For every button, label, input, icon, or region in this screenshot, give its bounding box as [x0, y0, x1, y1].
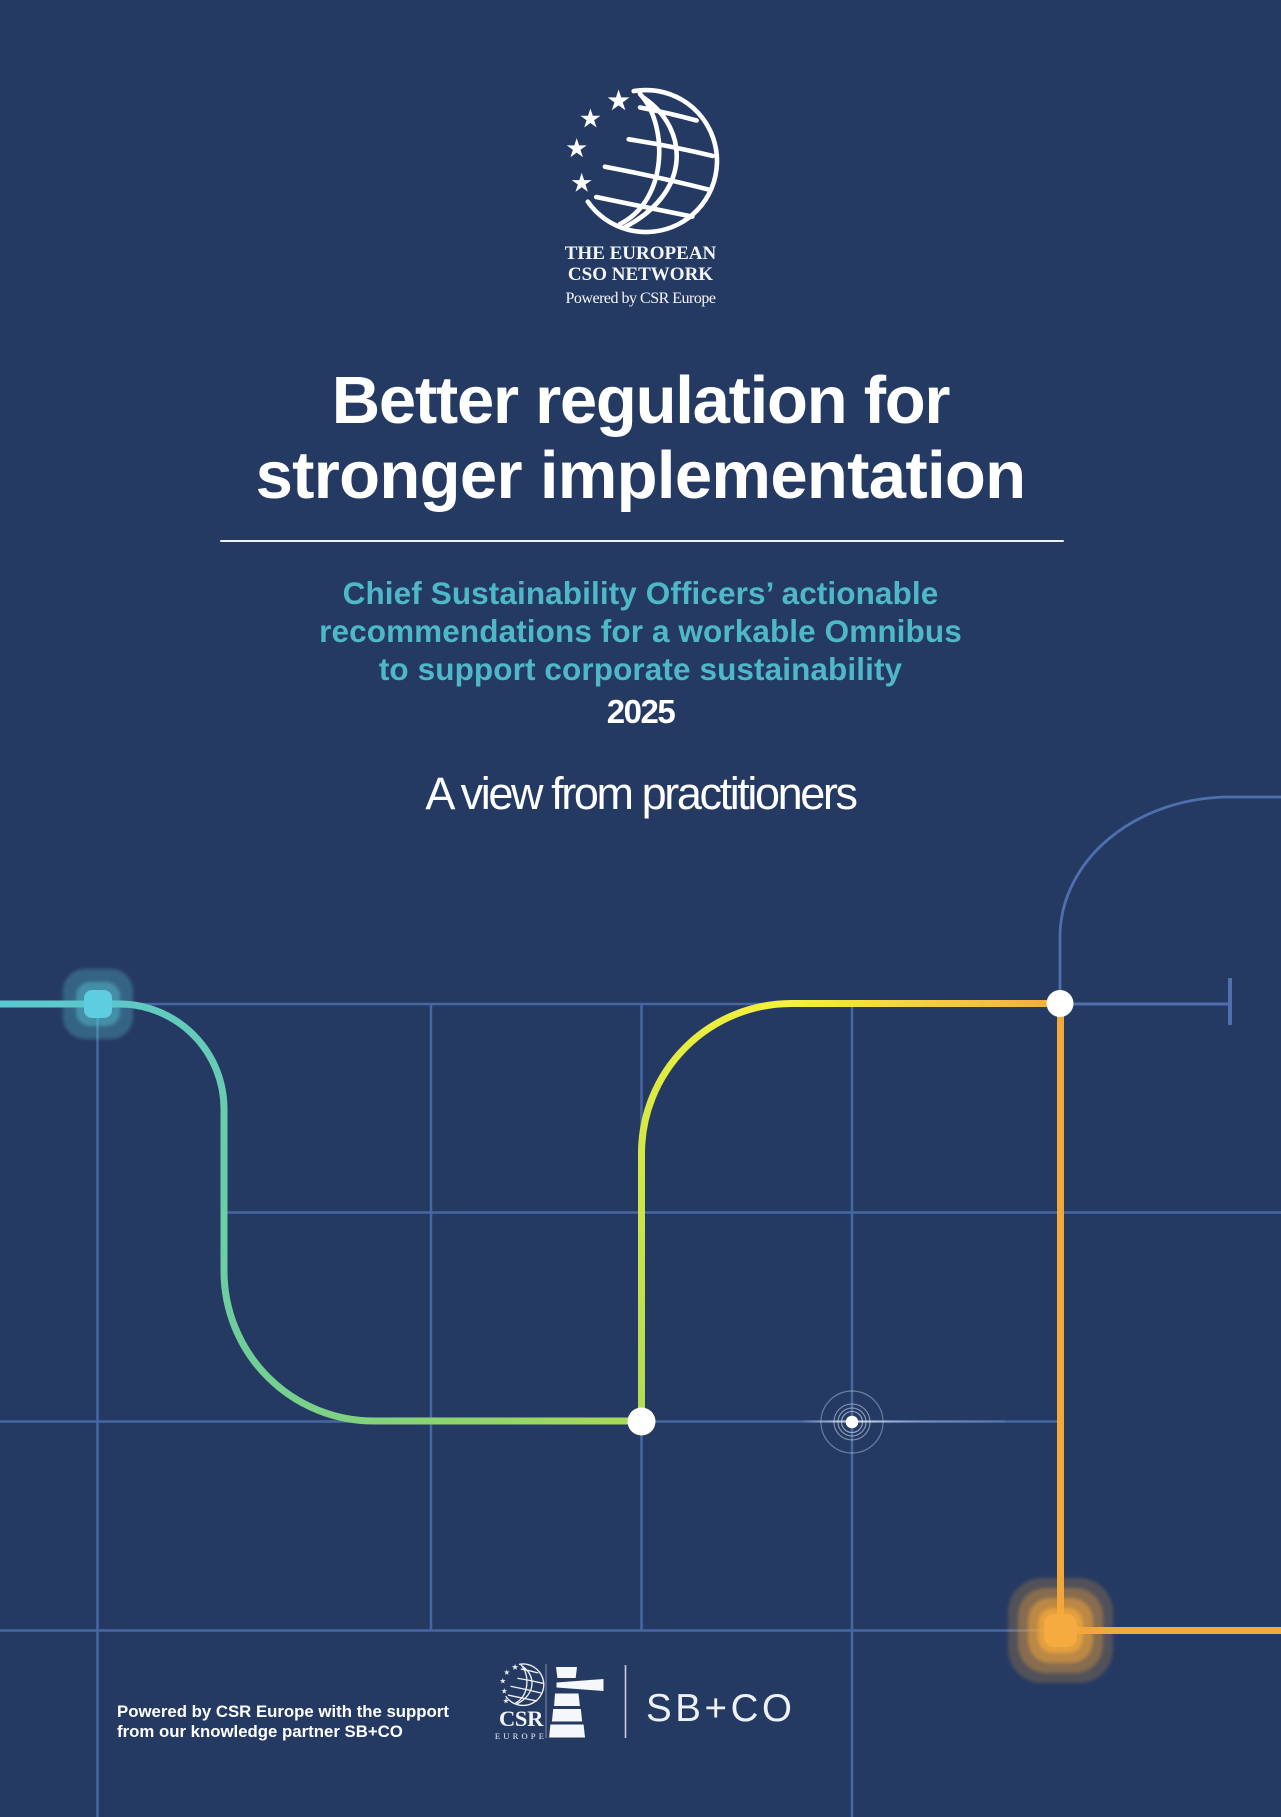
- svg-text:EUROPE: EUROPE: [495, 1731, 547, 1741]
- svg-text:CSR: CSR: [499, 1706, 544, 1731]
